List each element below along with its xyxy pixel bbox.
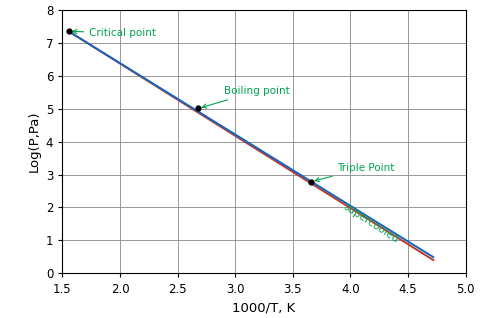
Y-axis label: Log(P,Pa): Log(P,Pa) — [27, 111, 40, 172]
Text: Critical point: Critical point — [72, 28, 156, 38]
Text: Triple Point: Triple Point — [315, 163, 394, 182]
Text: supercooled: supercooled — [342, 202, 401, 245]
Text: Boiling point: Boiling point — [202, 86, 289, 108]
X-axis label: 1000/T, K: 1000/T, K — [232, 301, 296, 314]
